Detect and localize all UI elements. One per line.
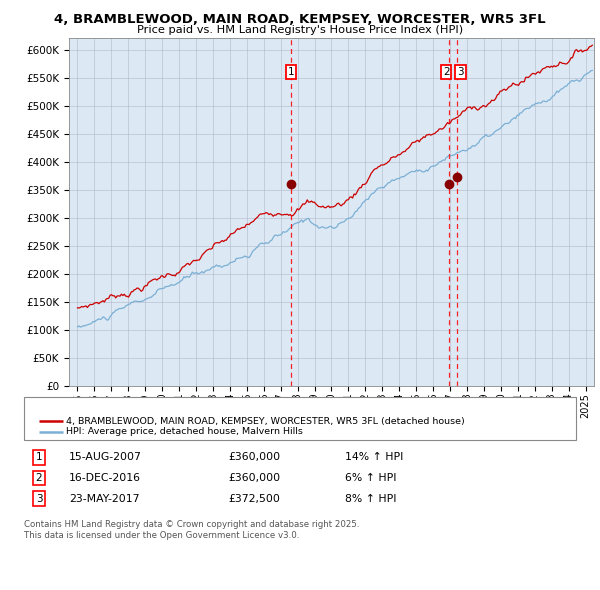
Text: 1: 1 [35, 453, 43, 462]
Text: 4, BRAMBLEWOOD, MAIN ROAD, KEMPSEY, WORCESTER, WR5 3FL: 4, BRAMBLEWOOD, MAIN ROAD, KEMPSEY, WORC… [54, 13, 546, 26]
Text: £372,500: £372,500 [228, 494, 280, 503]
Text: 3: 3 [457, 67, 464, 77]
Text: Contains HM Land Registry data © Crown copyright and database right 2025.
This d: Contains HM Land Registry data © Crown c… [24, 520, 359, 540]
Text: 15-AUG-2007: 15-AUG-2007 [69, 453, 142, 462]
Text: 23-MAY-2017: 23-MAY-2017 [69, 494, 139, 503]
Text: 2: 2 [443, 67, 449, 77]
Text: 2: 2 [35, 473, 43, 483]
Text: 4, BRAMBLEWOOD, MAIN ROAD, KEMPSEY, WORCESTER, WR5 3FL (detached house): 4, BRAMBLEWOOD, MAIN ROAD, KEMPSEY, WORC… [66, 417, 465, 426]
Text: 1: 1 [288, 67, 295, 77]
Text: 8% ↑ HPI: 8% ↑ HPI [345, 494, 397, 503]
Text: 6% ↑ HPI: 6% ↑ HPI [345, 473, 397, 483]
Text: Price paid vs. HM Land Registry's House Price Index (HPI): Price paid vs. HM Land Registry's House … [137, 25, 463, 35]
Text: HPI: Average price, detached house, Malvern Hills: HPI: Average price, detached house, Malv… [66, 427, 303, 437]
Text: £360,000: £360,000 [228, 473, 280, 483]
Text: 16-DEC-2016: 16-DEC-2016 [69, 473, 141, 483]
Text: 14% ↑ HPI: 14% ↑ HPI [345, 453, 403, 462]
Text: 3: 3 [35, 494, 43, 503]
Text: £360,000: £360,000 [228, 453, 280, 462]
